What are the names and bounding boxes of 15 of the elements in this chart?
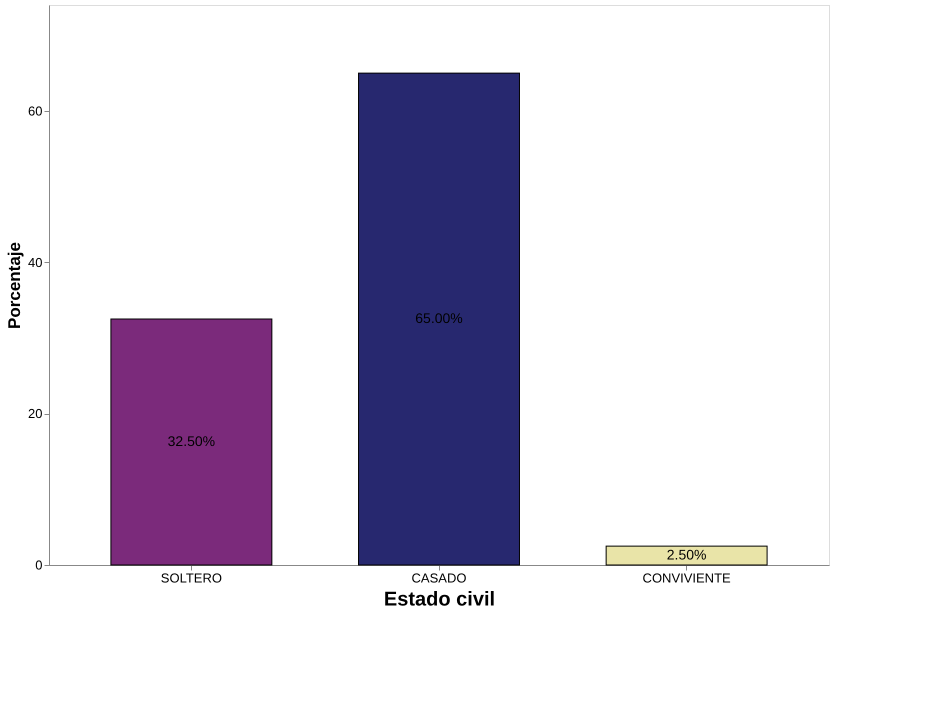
x-tick-label: CONVIVIENTE [642,570,732,586]
data-label: 65.00% [415,310,463,326]
x-axis-title: Estado civil [384,588,496,610]
bar [358,72,520,566]
y-axis-title: Porcentaje [5,242,24,329]
data-label: 2.50% [666,546,706,563]
y-tick-label: 0 [35,558,42,572]
y-tick-label: 20 [28,406,42,422]
x-tick-label: CASADO [412,570,466,586]
y-tick-label: 60 [28,103,42,118]
bar [110,318,272,566]
y-tick-label: 40 [28,254,42,270]
data-label: 32.50% [168,433,216,450]
x-tick-label: SOLTERO [160,570,222,586]
bar [606,546,768,566]
